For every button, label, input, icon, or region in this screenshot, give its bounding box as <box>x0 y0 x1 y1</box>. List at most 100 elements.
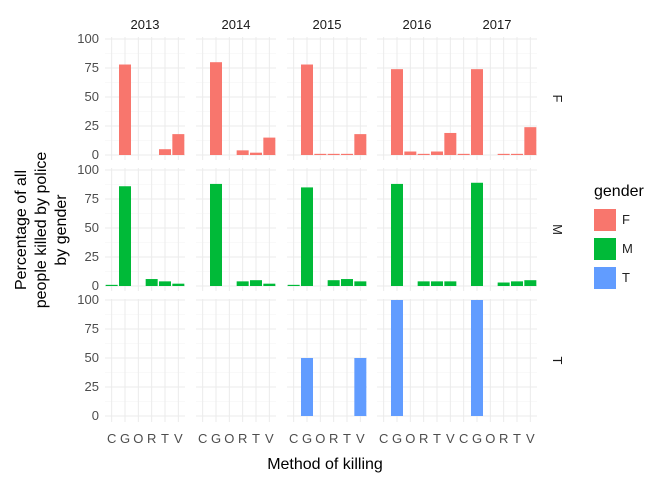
bar-M-2013-C <box>105 284 118 286</box>
bar-M-2013-T <box>159 281 171 286</box>
y-tick-label: 75 <box>85 191 99 206</box>
x-tick-label: G <box>120 431 130 446</box>
x-tick-label: T <box>161 431 169 446</box>
bar-F-2017-T <box>511 153 523 155</box>
facet-label-2015: 2015 <box>313 17 342 32</box>
bar-F-2016-V <box>444 132 457 155</box>
y-tick-label: 75 <box>85 321 99 336</box>
x-tick-label: O <box>133 431 143 446</box>
x-tick-label: R <box>329 431 338 446</box>
y-axis-title-line: Percentage of all <box>13 170 30 290</box>
x-tick-label: C <box>459 431 468 446</box>
y-tick-label: 100 <box>77 162 99 177</box>
facet-row-label-F: F <box>550 95 565 103</box>
x-tick-label: T <box>433 431 441 446</box>
legend-item-f: F <box>594 205 644 234</box>
facet-label-2016: 2016 <box>403 17 432 32</box>
bar-T-2017-G <box>471 300 483 416</box>
bar-M-2017-G <box>471 182 483 286</box>
facet-row-label-T: T <box>550 357 565 365</box>
bar-M-2017-R <box>497 282 510 286</box>
bar-M-2015-V <box>354 281 367 286</box>
x-tick-label: V <box>356 431 365 446</box>
legend-label-t: T <box>622 270 630 285</box>
bar-F-2014-R <box>236 150 249 155</box>
x-tick-label: V <box>174 431 183 446</box>
y-tick-label: 25 <box>85 118 99 133</box>
bar-F-2016-G <box>391 69 403 155</box>
bar-F-2013-V <box>172 134 185 155</box>
legend-item-t: T <box>594 263 644 292</box>
bar-F-2016-T <box>431 151 443 155</box>
x-tick-label: V <box>446 431 455 446</box>
bar-T-2016-G <box>391 300 403 416</box>
bar-F-2015-T <box>341 153 353 155</box>
y-tick-label: 50 <box>85 350 99 365</box>
bar-M-2014-T <box>250 280 262 286</box>
bar-F-2015-O <box>314 153 327 155</box>
bar-M-2017-T <box>511 281 523 286</box>
facet-label-2017: 2017 <box>483 17 512 32</box>
bar-M-2015-G <box>301 187 313 286</box>
y-tick-label: 0 <box>92 147 99 162</box>
x-tick-label: G <box>472 431 482 446</box>
bar-M-2016-T <box>431 281 443 286</box>
x-tick-label: T <box>513 431 521 446</box>
bar-F-2016-R <box>417 153 430 155</box>
x-tick-label: T <box>252 431 260 446</box>
x-tick-label: T <box>343 431 351 446</box>
bar-F-2015-R <box>327 153 340 155</box>
bar-F-2014-V <box>263 137 276 155</box>
bar-F-2015-V <box>354 134 367 155</box>
bar-F-2016-O <box>404 151 417 155</box>
legend-item-m: M <box>594 234 644 263</box>
facet-label-2014: 2014 <box>222 17 251 32</box>
legend-swatch-f <box>594 208 616 231</box>
x-tick-label: V <box>265 431 274 446</box>
bar-F-2014-T <box>250 152 262 155</box>
bar-M-2015-C <box>287 284 300 286</box>
bar-F-2017-R <box>497 153 510 155</box>
legend-swatch-m <box>594 237 616 260</box>
x-tick-label: R <box>238 431 247 446</box>
legend-title: gender <box>594 183 644 200</box>
bar-M-2017-V <box>524 280 537 286</box>
x-tick-label: C <box>379 431 388 446</box>
y-tick-label: 50 <box>85 89 99 104</box>
bar-M-2014-R <box>236 281 249 286</box>
x-tick-label: O <box>405 431 415 446</box>
y-tick-label: 75 <box>85 60 99 75</box>
bar-M-2013-V <box>172 283 185 286</box>
bar-T-2015-V <box>354 358 367 416</box>
x-tick-label: O <box>315 431 325 446</box>
y-tick-label: 100 <box>77 31 99 46</box>
x-tick-label: G <box>392 431 402 446</box>
legend-label-f: F <box>622 212 630 227</box>
y-axis-title-line: by gender <box>53 194 70 266</box>
bar-F-2014-G <box>210 62 222 156</box>
x-axis-title: Method of killing <box>267 456 383 473</box>
y-tick-label: 0 <box>92 278 99 293</box>
x-tick-label: C <box>198 431 207 446</box>
facet-row-label-M: M <box>550 224 565 235</box>
y-tick-label: 0 <box>92 408 99 423</box>
legend: gender F M T <box>594 183 644 292</box>
x-tick-label: G <box>211 431 221 446</box>
y-tick-label: 25 <box>85 379 99 394</box>
x-tick-label: R <box>147 431 156 446</box>
bar-M-2016-R <box>417 281 430 286</box>
bar-M-2013-G <box>119 186 131 286</box>
y-axis-title-line: people killed by police <box>33 152 50 309</box>
bar-M-2014-V <box>263 283 276 286</box>
legend-label-m: M <box>622 241 633 256</box>
bar-M-2015-T <box>341 279 353 286</box>
x-tick-label: R <box>419 431 428 446</box>
bar-M-2013-R <box>145 279 158 286</box>
x-tick-label: C <box>107 431 116 446</box>
bar-F-2013-T <box>159 149 171 155</box>
bar-F-2017-C <box>457 153 470 155</box>
bar-M-2016-G <box>391 183 403 286</box>
bar-F-2017-G <box>471 69 483 155</box>
x-tick-label: G <box>302 431 312 446</box>
